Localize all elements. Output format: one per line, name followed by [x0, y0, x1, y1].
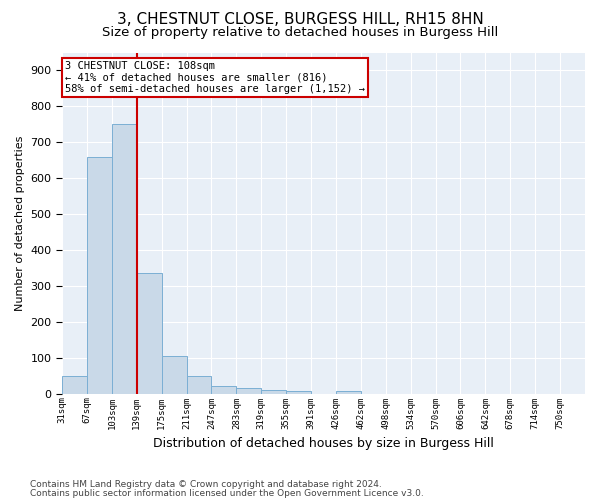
Bar: [286, 391, 311, 394]
Bar: [112, 124, 137, 394]
Text: 3, CHESTNUT CLOSE, BURGESS HILL, RH15 8HN: 3, CHESTNUT CLOSE, BURGESS HILL, RH15 8H…: [116, 12, 484, 28]
Y-axis label: Number of detached properties: Number of detached properties: [15, 136, 25, 311]
Bar: [62, 376, 87, 394]
Bar: [87, 156, 112, 394]
Bar: [161, 356, 187, 394]
Bar: [211, 386, 236, 394]
Bar: [261, 390, 286, 394]
Text: Size of property relative to detached houses in Burgess Hill: Size of property relative to detached ho…: [102, 26, 498, 39]
Text: Contains HM Land Registry data © Crown copyright and database right 2024.: Contains HM Land Registry data © Crown c…: [30, 480, 382, 489]
Text: Contains public sector information licensed under the Open Government Licence v3: Contains public sector information licen…: [30, 488, 424, 498]
Bar: [336, 391, 361, 394]
Bar: [137, 274, 161, 394]
Bar: [236, 388, 261, 394]
Bar: [187, 376, 211, 394]
X-axis label: Distribution of detached houses by size in Burgess Hill: Distribution of detached houses by size …: [153, 437, 494, 450]
Text: 3 CHESTNUT CLOSE: 108sqm
← 41% of detached houses are smaller (816)
58% of semi-: 3 CHESTNUT CLOSE: 108sqm ← 41% of detach…: [65, 61, 365, 94]
